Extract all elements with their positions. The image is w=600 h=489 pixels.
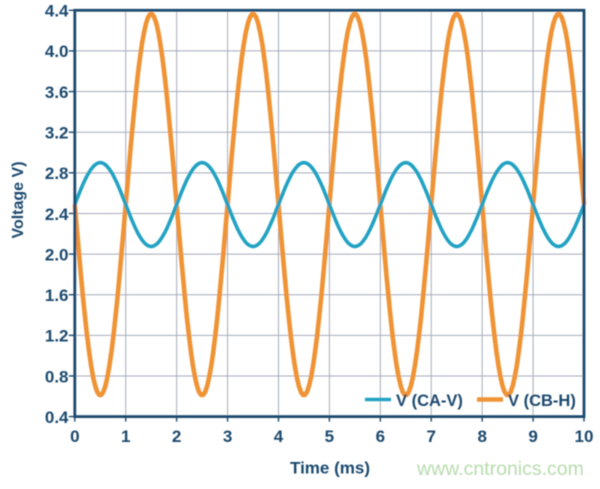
svg-text:10: 10 xyxy=(575,427,594,446)
svg-text:3.2: 3.2 xyxy=(45,124,69,143)
svg-text:6: 6 xyxy=(376,427,385,446)
svg-text:www.cntronics.com: www.cntronics.com xyxy=(416,458,584,480)
svg-text:2: 2 xyxy=(172,427,181,446)
svg-text:V (CA-V): V (CA-V) xyxy=(396,392,463,410)
svg-text:Time (ms): Time (ms) xyxy=(290,459,370,478)
svg-text:9: 9 xyxy=(528,427,537,446)
svg-text:Voltage V): Voltage V) xyxy=(10,161,27,238)
svg-text:0.8: 0.8 xyxy=(45,367,69,386)
svg-text:0: 0 xyxy=(70,427,79,446)
svg-text:2.0: 2.0 xyxy=(45,245,69,264)
svg-text:1.2: 1.2 xyxy=(45,327,69,346)
svg-text:1.6: 1.6 xyxy=(45,286,69,305)
svg-text:0.4: 0.4 xyxy=(45,408,69,427)
svg-text:V (CB-H): V (CB-H) xyxy=(508,392,576,410)
svg-text:3: 3 xyxy=(223,427,232,446)
svg-text:1: 1 xyxy=(121,427,130,446)
svg-text:5: 5 xyxy=(325,427,334,446)
svg-text:2.8: 2.8 xyxy=(45,164,69,183)
svg-text:4.4: 4.4 xyxy=(45,2,69,21)
svg-text:7: 7 xyxy=(426,427,435,446)
svg-text:8: 8 xyxy=(477,427,486,446)
svg-text:2.4: 2.4 xyxy=(45,205,69,224)
svg-text:4.0: 4.0 xyxy=(45,42,69,61)
svg-text:4: 4 xyxy=(274,427,284,446)
svg-text:3.6: 3.6 xyxy=(45,83,69,102)
